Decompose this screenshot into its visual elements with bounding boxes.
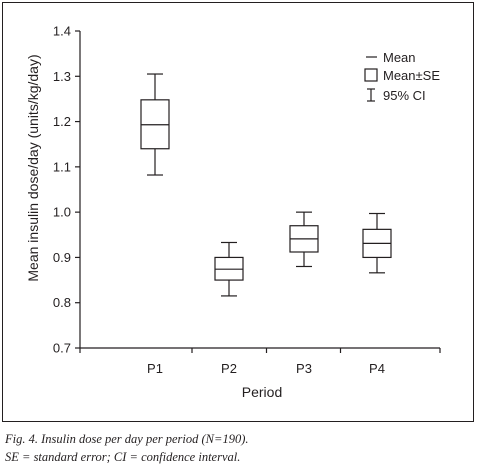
x-tick-label: P1 xyxy=(147,361,163,376)
axes xyxy=(75,30,441,353)
y-tick-label: 1.0 xyxy=(53,205,71,220)
x-tick-label: P4 xyxy=(369,361,385,376)
y-tick-label: 1.2 xyxy=(53,114,71,129)
y-axis-title: Mean insulin dose/day (units/kg/day) xyxy=(25,54,41,281)
box-p4 xyxy=(362,212,392,274)
y-tick-label: 1.3 xyxy=(53,69,71,84)
y-tick-label: 0.8 xyxy=(53,295,71,310)
y-tick-label: 0.7 xyxy=(53,341,71,356)
legend-se-symbol xyxy=(364,68,378,82)
x-axis-title: Period xyxy=(242,384,282,400)
legend-ci-symbol xyxy=(367,88,375,102)
legend-ci-label: 95% CI xyxy=(383,88,426,103)
legend-mean-label: Mean xyxy=(383,50,416,65)
legend-se-label: Mean±SE xyxy=(383,68,440,83)
box-plot-chart: 0.7 0.8 0.9 1.0 1.1 1.2 1.3 1.4 P1 P2 P3 P4 Period… xyxy=(25,24,441,400)
y-tick-labels: 0.7 0.8 0.9 1.0 1.1 1.2 1.3 1.4 xyxy=(53,24,71,356)
figure-caption-line1: Fig. 4. Insulin dose per day per period … xyxy=(5,432,249,446)
y-tick-label: 1.4 xyxy=(53,24,71,39)
box-series xyxy=(140,73,392,297)
x-tick-labels: P1 P2 P3 P4 xyxy=(147,361,385,376)
box-p1 xyxy=(140,73,170,176)
x-tick-label: P2 xyxy=(221,361,237,376)
y-tick-label: 1.1 xyxy=(53,159,71,174)
legend: Mean Mean±SE 95% CI xyxy=(364,50,440,103)
y-tick-label: 0.9 xyxy=(53,250,71,265)
box-p2 xyxy=(214,241,244,297)
box-p3 xyxy=(289,211,319,268)
figure-caption-line2: SE = standard error; CI = confidence int… xyxy=(5,450,241,464)
x-tick-label: P3 xyxy=(296,361,312,376)
figure-frame xyxy=(2,2,474,422)
